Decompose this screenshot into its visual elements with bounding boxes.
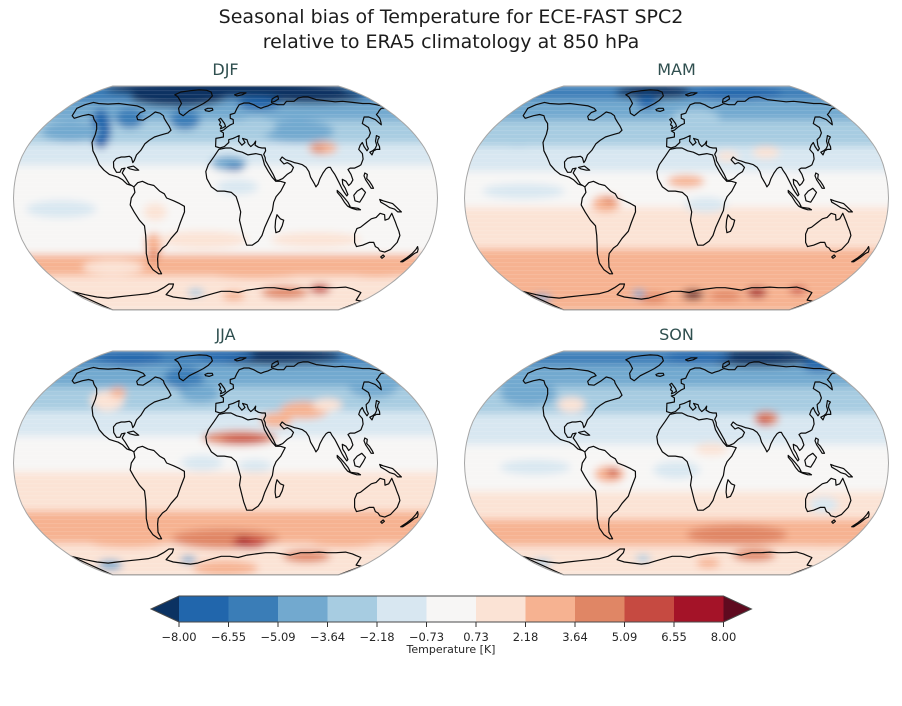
colorbar: −8.00 −6.55 −5.09 −3.64 −2.18 −0.73 0.73 2.18 3.… [0,592,902,656]
map-jja [12,350,439,576]
colorbar-svg: −8.00 −6.55 −5.09 −3.64 −2.18 −0.73 0.73 2.18 3.… [149,595,753,644]
panel-title-djf: DJF [212,59,239,79]
map-son [463,350,890,576]
figure-title: Seasonal bias of Temperature for ECE-FAS… [0,0,902,56]
colorbar-label: Temperature [K] [406,642,496,656]
svg-text:−8.00: −8.00 [161,630,196,644]
panel-jja: JJA [0,323,451,580]
title-line-1: Seasonal bias of Temperature for ECE-FAS… [218,6,684,28]
svg-text:−6.55: −6.55 [211,630,246,644]
svg-text:−5.09: −5.09 [260,630,295,644]
svg-text:2.18: 2.18 [513,630,539,644]
svg-text:−3.64: −3.64 [310,630,345,644]
title-line-2: relative to ERA5 climatology at 850 hPa [262,31,640,54]
svg-text:−2.18: −2.18 [359,630,394,644]
panel-son: SON [451,323,902,580]
panel-title-son: SON [659,324,694,344]
svg-text:5.09: 5.09 [612,630,638,644]
panel-title-jja: JJA [215,324,236,344]
svg-text:−0.73: −0.73 [409,630,444,644]
panel-mam: MAM [451,58,902,315]
panel-djf: DJF [0,58,451,315]
svg-text:6.55: 6.55 [661,630,687,644]
svg-text:3.64: 3.64 [562,630,588,644]
svg-text:8.00: 8.00 [711,630,737,644]
svg-text:0.73: 0.73 [463,630,489,644]
panel-grid: DJF MAM JJA SON [0,58,902,580]
map-djf [12,85,439,311]
panel-title-mam: MAM [657,59,696,79]
map-mam [463,85,890,311]
